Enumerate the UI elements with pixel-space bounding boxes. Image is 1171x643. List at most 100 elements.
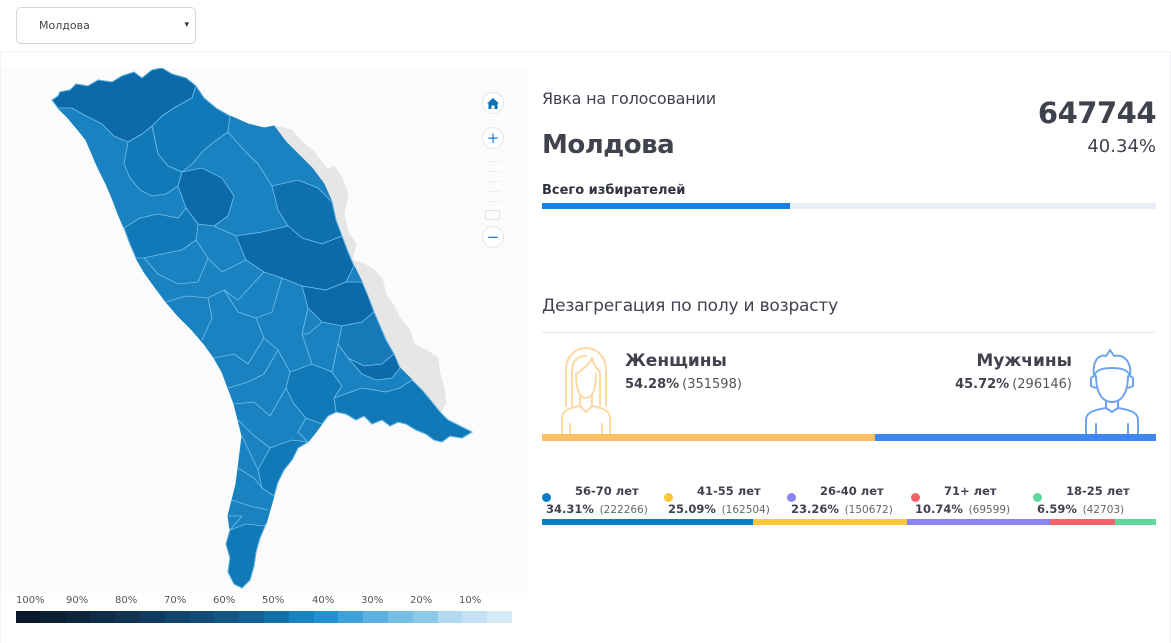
map-district[interactable] bbox=[333, 379, 473, 443]
age-split-bar bbox=[542, 519, 1156, 525]
map-district[interactable] bbox=[347, 353, 401, 381]
age-bar-segment bbox=[906, 519, 1050, 525]
region-select[interactable]: Молдова ▾ bbox=[16, 7, 196, 44]
legend-swatch bbox=[139, 611, 165, 623]
women-bar-segment bbox=[542, 434, 876, 441]
color-scale-legend: 100% 90% 80% 70% 60% 50% 40% 30% 20% 10% bbox=[16, 594, 512, 623]
legend-swatch bbox=[288, 611, 314, 623]
age-label: 26-40 лет bbox=[820, 484, 884, 498]
age-stat: 34.31% (222266) bbox=[546, 502, 648, 516]
age-percent: 25.09% bbox=[668, 502, 716, 516]
age-label: 56-70 лет bbox=[575, 484, 639, 498]
man-icon bbox=[1085, 349, 1139, 435]
map-district[interactable] bbox=[285, 363, 343, 425]
map-district[interactable] bbox=[235, 225, 355, 291]
map-district[interactable] bbox=[225, 523, 267, 589]
men-label: Мужчины bbox=[976, 351, 1072, 371]
map-region-moldova[interactable] bbox=[51, 68, 474, 589]
age-stat: 6.59% (42703) bbox=[1037, 502, 1124, 516]
turnout-progress-fill bbox=[542, 203, 790, 209]
zoom-slider-tick bbox=[486, 201, 500, 202]
plus-icon: + bbox=[486, 128, 500, 147]
legend-label: 30% bbox=[361, 595, 384, 606]
legend-swatch bbox=[387, 611, 413, 623]
moldova-map[interactable]: + − bbox=[2, 68, 527, 593]
region-select-value: Молдова bbox=[39, 19, 90, 32]
legend-labels: 100% 90% 80% 70% 60% 50% 40% 30% 20% 10% bbox=[16, 594, 512, 610]
age-count: (222266) bbox=[599, 504, 648, 516]
legend-swatch bbox=[338, 611, 364, 623]
age-count: (42703) bbox=[1082, 504, 1125, 516]
map-home-button[interactable] bbox=[482, 92, 504, 114]
legend-swatch bbox=[40, 611, 66, 623]
age-stat: 10.74% (69599) bbox=[915, 502, 1010, 516]
legend-label: 50% bbox=[262, 595, 285, 606]
age-label: 41-55 лет bbox=[697, 484, 761, 498]
age-stat: 23.26% (150672) bbox=[791, 502, 893, 516]
turnout-progress-bar bbox=[542, 203, 1156, 209]
legend-swatch bbox=[65, 611, 91, 623]
map-canvas[interactable] bbox=[2, 68, 527, 593]
age-count: (162504) bbox=[721, 504, 770, 516]
zoom-slider-tick bbox=[486, 191, 500, 192]
age-stat: 25.09% (162504) bbox=[668, 502, 770, 516]
dot-icon bbox=[664, 493, 673, 502]
legend-label: 70% bbox=[164, 595, 187, 606]
legend-swatch bbox=[412, 611, 438, 623]
legend-swatch bbox=[239, 611, 264, 623]
turnout-title: Явка на голосовании bbox=[542, 89, 716, 108]
legend-color-bar bbox=[16, 611, 512, 623]
age-bar-segment bbox=[542, 519, 753, 525]
legend-swatch bbox=[189, 611, 215, 623]
total-voters-label: Всего избирателей bbox=[542, 183, 686, 198]
legend-label: 100% bbox=[16, 595, 45, 606]
minus-icon: − bbox=[486, 227, 500, 246]
age-count: (150672) bbox=[844, 504, 893, 516]
age-label: 18-25 лет bbox=[1066, 484, 1130, 498]
district-borders bbox=[143, 131, 339, 531]
legend-swatch bbox=[313, 611, 339, 623]
divider bbox=[542, 332, 1156, 333]
dot-icon bbox=[542, 493, 551, 502]
legend-label: 20% bbox=[410, 595, 433, 606]
women-label: Женщины bbox=[625, 351, 727, 371]
woman-icon bbox=[561, 347, 611, 435]
age-bar-segment bbox=[1049, 519, 1116, 525]
men-count: (296146) bbox=[1012, 377, 1072, 392]
turnout-percent: 40.34% bbox=[1087, 136, 1156, 157]
home-icon bbox=[487, 97, 499, 109]
men-percent: 45.72% bbox=[955, 377, 1010, 392]
legend-swatch bbox=[90, 611, 116, 623]
map-district[interactable] bbox=[257, 439, 310, 497]
legend-label: 90% bbox=[66, 595, 89, 606]
legend-label: 40% bbox=[312, 595, 335, 606]
zoom-slider-tick bbox=[486, 171, 500, 172]
age-percent: 34.31% bbox=[546, 502, 594, 516]
women-stat: 54.28% (351598) bbox=[625, 377, 742, 392]
men-bar-segment bbox=[875, 434, 1156, 441]
region-name: Молдова bbox=[542, 130, 675, 160]
zoom-slider-handle[interactable] bbox=[485, 210, 500, 220]
legend-label: 10% bbox=[459, 595, 482, 606]
legend-swatch bbox=[164, 611, 190, 623]
map-district[interactable] bbox=[177, 167, 235, 227]
age-percent: 10.74% bbox=[915, 502, 963, 516]
age-count: (69599) bbox=[968, 504, 1011, 516]
legend-label: 60% bbox=[213, 595, 236, 606]
legend-swatch bbox=[214, 611, 240, 623]
zoom-out-button[interactable]: − bbox=[482, 226, 504, 248]
turnout-count: 647744 bbox=[1037, 96, 1157, 130]
disaggregation-title: Дезагрегация по полу и возрасту bbox=[542, 296, 838, 316]
legend-swatch bbox=[263, 611, 289, 623]
chevron-down-icon: ▾ bbox=[184, 20, 189, 30]
men-stat: 45.72% (296146) bbox=[955, 377, 1072, 392]
legend-swatch bbox=[462, 611, 488, 623]
zoom-slider-tick bbox=[486, 161, 500, 162]
age-label: 71+ лет bbox=[944, 484, 997, 498]
dot-icon bbox=[1033, 493, 1042, 502]
zoom-in-button[interactable]: + bbox=[482, 127, 504, 149]
age-bar-segment bbox=[1115, 519, 1156, 525]
legend-swatch bbox=[437, 611, 463, 623]
legend-swatch bbox=[487, 611, 512, 623]
legend-swatch bbox=[115, 611, 140, 623]
